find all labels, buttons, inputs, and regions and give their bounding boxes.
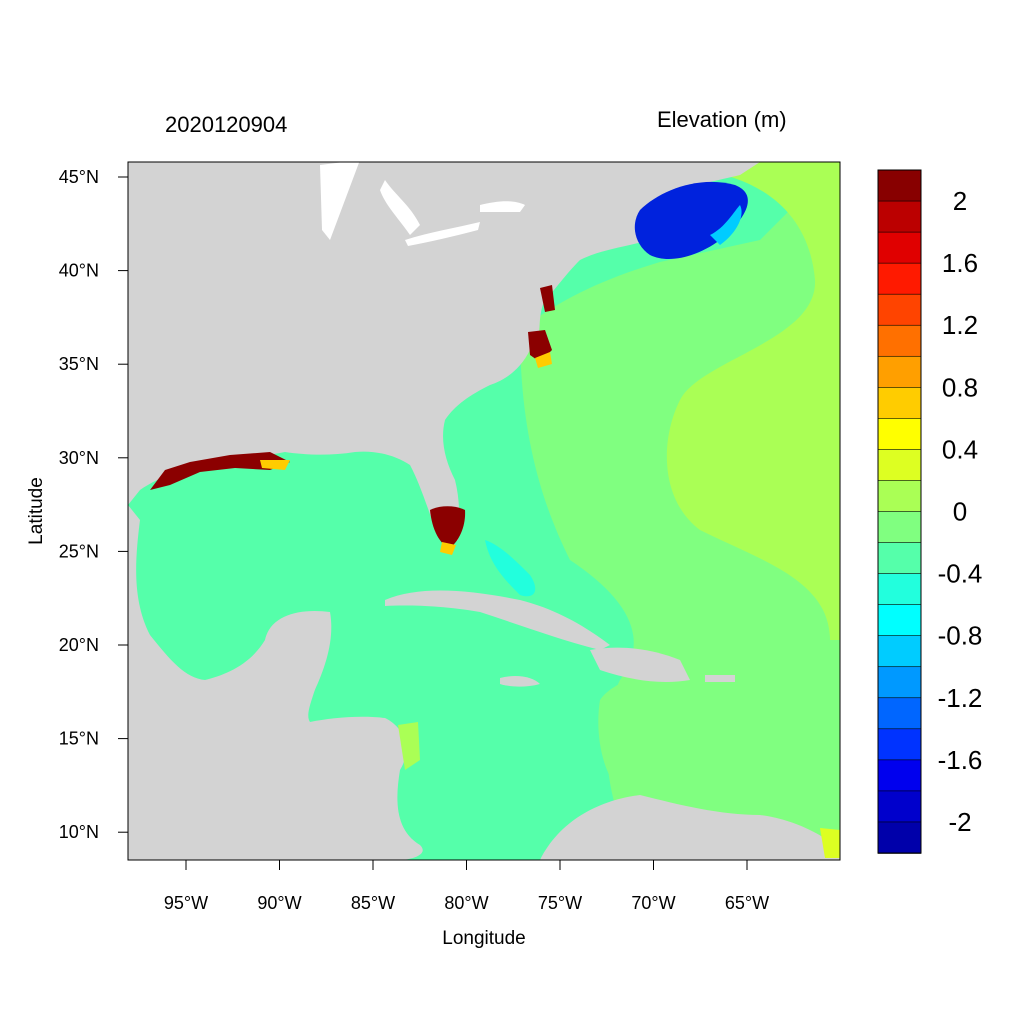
lake-erie (405, 222, 480, 246)
y-tick-label: 45°N (59, 167, 99, 187)
colorbar-label: 0.8 (942, 372, 978, 402)
colorbar-bin (877, 697, 922, 730)
colorbar-bin (877, 387, 922, 420)
map-frame (127, 161, 841, 861)
x-tick-label: 90°W (257, 893, 301, 913)
x-tick-label: 95°W (164, 893, 208, 913)
positive-central-america (398, 722, 420, 770)
positive-surge-florida (430, 506, 466, 548)
land-south-america (540, 795, 840, 860)
colorbar-bin (877, 728, 922, 761)
positive-south-america-coast (820, 828, 840, 858)
positive-surge-chesapeake (540, 285, 555, 312)
x-tick-label: 85°W (351, 893, 395, 913)
y-tick-label: 30°N (59, 448, 99, 468)
colorbar-title: Elevation (m) (657, 107, 787, 132)
colorbar-bin (877, 324, 922, 358)
y-tick-label: 20°N (59, 635, 99, 655)
colorbar-bin (877, 200, 922, 233)
negative-surge-edge (710, 205, 742, 245)
x-tick-label: 70°W (631, 893, 675, 913)
y-tick-label: 10°N (59, 822, 99, 842)
positive-surge-florida-yellow (440, 542, 456, 555)
y-axis-ticks: 45°N 40°N 35°N 30°N 25°N 20°N 15°N 10°N (59, 167, 128, 842)
bahamas-negative (485, 540, 536, 597)
colorbar-label: -2 (948, 807, 971, 837)
map-plot (128, 162, 840, 860)
lake-ontario (480, 201, 525, 212)
land-puerto-rico (705, 675, 735, 682)
land-hispaniola (590, 647, 690, 682)
colorbar-frame (877, 169, 922, 854)
colorbar-bin (877, 759, 922, 792)
colorbar-bin (877, 293, 922, 327)
colorbar-label: -0.8 (938, 621, 983, 651)
y-tick-label: 40°N (59, 261, 99, 281)
y-tick-label: 35°N (59, 354, 99, 374)
colorbar-bin (877, 355, 922, 389)
colorbar-labels: 2 1.6 1.2 0.8 0.4 0 -0.4 -0.8 -1.2 -1.6 -2 (938, 186, 983, 837)
colorbar-bin (877, 635, 922, 668)
land-mexico-central-america (128, 505, 423, 860)
colorbar-bin (877, 231, 922, 264)
colorbar-label: 0.4 (942, 434, 978, 464)
positive-surge-gulf-coast (150, 452, 290, 490)
colorbar-label: 1.6 (942, 248, 978, 278)
colorbar-bin (877, 790, 922, 823)
colorbar-bin (877, 666, 922, 699)
colorbar-bin (877, 511, 922, 544)
land-yucatan (265, 610, 332, 700)
x-tick-label: 65°W (725, 893, 769, 913)
lake-huron (380, 180, 420, 235)
colorbar-bin (877, 821, 922, 854)
colorbar-bin (877, 573, 922, 606)
x-axis-ticks: 95°W 90°W 85°W 80°W 75°W 70°W 65°W (164, 860, 769, 913)
colorbar-bin (877, 449, 922, 482)
y-tick-label: 15°N (59, 729, 99, 749)
date-label: 2020120904 (165, 112, 288, 137)
colorbar-bin (877, 604, 922, 637)
colorbar-bin (877, 418, 922, 451)
lake-michigan (320, 162, 360, 240)
x-tick-label: 75°W (538, 893, 582, 913)
colorbar-label: 2 (953, 186, 967, 216)
y-axis-title: Latitude (26, 477, 47, 545)
colorbar-label: 0 (953, 497, 967, 527)
colorbar-bin (877, 262, 922, 295)
colorbar (877, 169, 922, 854)
x-tick-label: 80°W (444, 893, 488, 913)
colorbar-label: -1.2 (938, 683, 983, 713)
colorbar-label: -1.6 (938, 745, 983, 775)
sea-far-east-band (666, 162, 840, 640)
land-north-america (128, 162, 760, 542)
colorbar-bin (877, 169, 922, 202)
colorbar-label: 1.2 (942, 310, 978, 340)
y-tick-label: 25°N (59, 541, 99, 561)
colorbar-label: -0.4 (938, 559, 983, 589)
sea-caribbean-east-band (598, 666, 824, 821)
colorbar-bin (877, 480, 922, 513)
x-axis-title: Longitude (442, 928, 525, 949)
colorbar-bin (877, 542, 922, 575)
positive-surge-pamlico-yellow (535, 352, 552, 368)
land-cuba (385, 590, 610, 650)
positive-surge-gulf-coast-yellow (260, 460, 290, 470)
land-jamaica (500, 676, 540, 687)
